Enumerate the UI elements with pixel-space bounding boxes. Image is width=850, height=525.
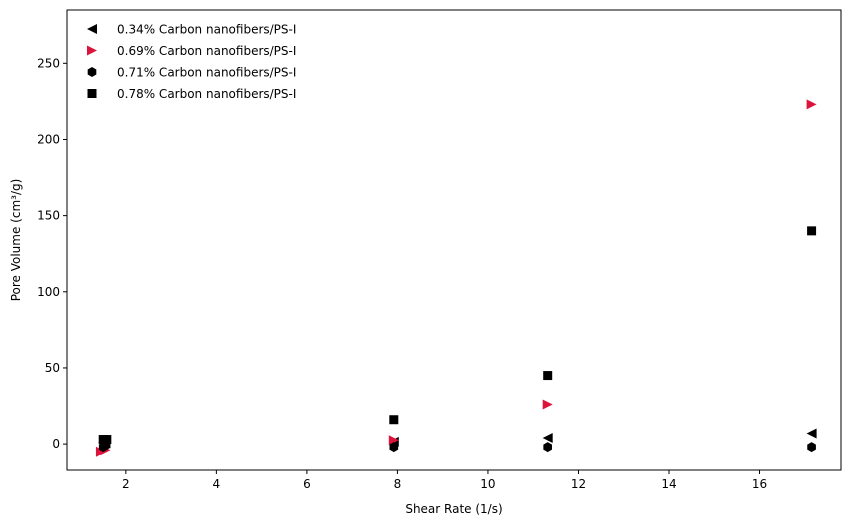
y-tick-label: 100 [37, 285, 60, 299]
data-marks [95, 99, 817, 457]
plot-background [67, 10, 841, 470]
legend-marker-2 [87, 45, 97, 56]
y-axis-ticks: 0 50 100 150 200 250 [37, 56, 67, 451]
data-point-series-1 [542, 433, 553, 444]
data-point-series-4 [807, 226, 817, 236]
x-tick-label: 14 [661, 477, 676, 491]
plot-frame [66, 9, 842, 471]
data-point-series-4 [102, 435, 112, 445]
legend-marker-4 [87, 89, 97, 98]
x-axis-ticks: 2 4 6 8 10 12 14 16 [122, 470, 767, 491]
x-tick-label: 12 [571, 477, 586, 491]
data-point-series-4 [389, 415, 399, 425]
x-tick-label: 2 [122, 477, 130, 491]
x-tick-label: 10 [480, 477, 495, 491]
y-tick-label: 0 [52, 437, 60, 451]
legend-label-3: 0.71% Carbon nanofibers/PS-I [117, 66, 296, 80]
data-point-series-3 [807, 442, 816, 453]
x-axis-label: Shear Rate (1/s) [405, 502, 502, 516]
y-tick-label: 250 [37, 56, 60, 70]
y-tick-label: 50 [45, 361, 60, 375]
x-tick-label: 4 [213, 477, 221, 491]
data-point-series-2 [388, 435, 399, 446]
y-tick-label: 150 [37, 209, 60, 223]
legend-marker-3 [87, 67, 97, 77]
legend-label-1: 0.34% Carbon nanofibers/PS-I [117, 23, 296, 37]
legend-label-4: 0.78% Carbon nanofibers/PS-I [117, 87, 296, 101]
data-point-series-3 [389, 442, 399, 453]
data-point-series-1 [806, 428, 817, 439]
x-tick-label: 16 [752, 477, 767, 491]
data-point-series-2 [542, 399, 553, 410]
y-tick-label: 200 [37, 132, 60, 146]
x-tick-label: 6 [303, 477, 311, 491]
data-point-series-2 [806, 99, 817, 110]
data-point-series-3 [543, 442, 553, 453]
legend: 0.34% Carbon nanofibers/PS-I 0.69% Carbon… [87, 23, 296, 101]
legend-marker-1 [87, 24, 97, 34]
y-axis-label: Pore Volume (cm³/g) [9, 179, 23, 302]
data-point-series-4 [543, 371, 553, 381]
legend-label-2: 0.69% Carbon nanofibers/PS-I [117, 44, 296, 58]
x-tick-label: 8 [394, 477, 402, 491]
